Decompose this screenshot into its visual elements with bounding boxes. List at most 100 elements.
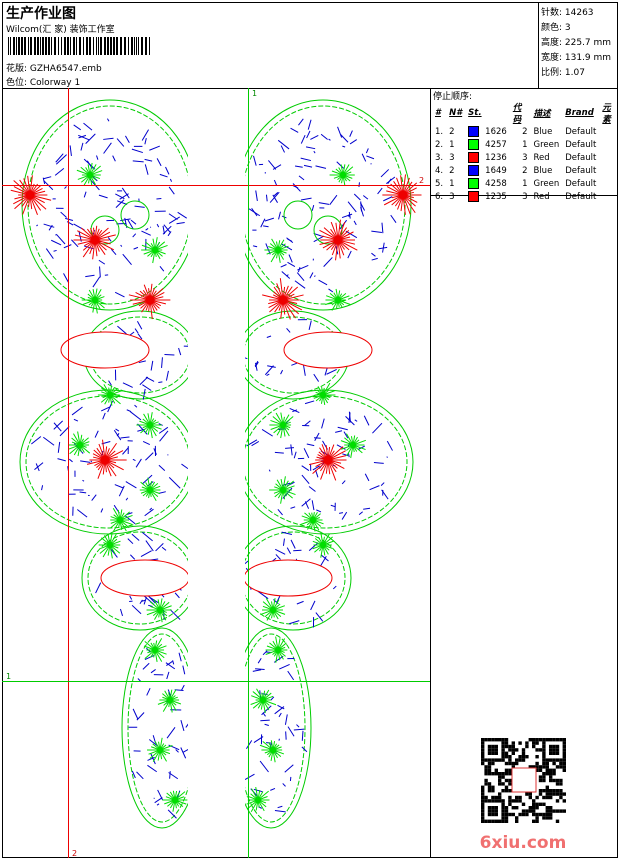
bar-line xyxy=(21,37,23,55)
net-line xyxy=(149,226,152,228)
qr-cell xyxy=(498,738,502,742)
stat: 比例: 1.07 xyxy=(541,68,585,78)
net-line xyxy=(298,118,304,126)
qr-cell xyxy=(525,744,529,749)
net-line xyxy=(252,669,262,672)
qr-cell xyxy=(491,806,495,810)
net-line xyxy=(103,142,112,154)
qr-cell xyxy=(487,738,492,742)
bar-line xyxy=(64,37,66,55)
net-line xyxy=(92,276,101,288)
net-line xyxy=(180,747,187,759)
net-line xyxy=(94,430,99,438)
stitch-burst xyxy=(308,444,347,481)
qr-cell xyxy=(521,751,526,755)
barcode xyxy=(8,37,150,55)
outline xyxy=(245,627,312,829)
net-line xyxy=(60,211,67,218)
qr-cell xyxy=(552,748,556,752)
qr-cell xyxy=(515,761,519,766)
qr-cell xyxy=(515,758,519,762)
qr-cell xyxy=(487,799,492,803)
code: 2 xyxy=(522,126,528,137)
net-line xyxy=(162,225,172,235)
net-line xyxy=(358,511,364,516)
net-line xyxy=(268,160,277,170)
net-line xyxy=(163,224,171,233)
qr-cell xyxy=(549,768,553,772)
net-line xyxy=(273,192,279,197)
net-line xyxy=(290,444,293,456)
design-half xyxy=(245,99,422,829)
net-line xyxy=(131,770,136,779)
net-line xyxy=(133,246,139,250)
net-line xyxy=(332,585,337,590)
net-line xyxy=(76,509,88,518)
net-line xyxy=(292,409,298,413)
net-line xyxy=(35,463,40,472)
qr-cell xyxy=(552,744,556,749)
colorway: 色位: Colorway 1 xyxy=(6,78,81,88)
net-line xyxy=(245,560,249,565)
qr-cell xyxy=(562,741,566,745)
net-line xyxy=(323,257,333,267)
stitch-burst xyxy=(81,288,107,314)
net-line xyxy=(91,494,97,501)
net-line xyxy=(115,193,125,200)
qr-cell xyxy=(535,816,539,820)
qr-cell xyxy=(508,799,512,803)
net-line xyxy=(148,604,153,608)
stat: 针数: 14263 xyxy=(541,8,594,18)
net-line xyxy=(138,360,146,364)
swatch xyxy=(468,152,480,163)
stitch-burst xyxy=(128,283,171,320)
net-line xyxy=(253,155,257,166)
net-line xyxy=(313,275,316,277)
net-line xyxy=(69,145,72,157)
qr-cell xyxy=(504,806,509,810)
net-line xyxy=(275,548,286,555)
net-line xyxy=(141,599,146,602)
bar-line xyxy=(18,37,20,55)
qr-cell xyxy=(528,792,532,796)
net-line xyxy=(149,145,161,151)
net-line xyxy=(280,369,284,375)
net-line xyxy=(293,728,305,731)
net-line xyxy=(300,157,312,162)
qr-cell xyxy=(555,765,560,769)
net-line xyxy=(310,600,316,611)
net-line xyxy=(54,167,65,176)
bar-line xyxy=(96,37,97,55)
stitch-burst xyxy=(260,598,286,621)
qr-cell xyxy=(508,748,512,752)
qr-cell xyxy=(511,799,515,803)
net-line xyxy=(135,458,142,468)
stitch-burst xyxy=(265,636,288,663)
qr-cell xyxy=(498,782,502,786)
net-line xyxy=(373,461,384,464)
net-line xyxy=(120,436,130,439)
qr-cell xyxy=(545,795,549,800)
net-line xyxy=(348,211,351,219)
qr-cell xyxy=(521,755,526,759)
qr-cell xyxy=(549,758,553,762)
net-line xyxy=(286,327,291,333)
net-line xyxy=(245,357,248,360)
stitch-burst xyxy=(139,477,161,502)
qr-cell xyxy=(545,738,549,742)
qr-cell xyxy=(562,761,566,766)
net-line xyxy=(320,133,328,140)
stitch-burst xyxy=(325,288,351,311)
net-line xyxy=(183,748,188,753)
bar-line xyxy=(100,37,102,55)
net-line xyxy=(339,512,344,514)
net-line xyxy=(168,744,180,751)
net-line xyxy=(254,362,258,371)
net-line xyxy=(145,452,154,461)
qr-cell xyxy=(511,741,515,745)
net-line xyxy=(286,547,292,554)
net-line xyxy=(114,291,125,298)
qr-cell xyxy=(508,778,512,783)
net-line xyxy=(144,654,155,661)
qr-cell xyxy=(494,772,498,776)
